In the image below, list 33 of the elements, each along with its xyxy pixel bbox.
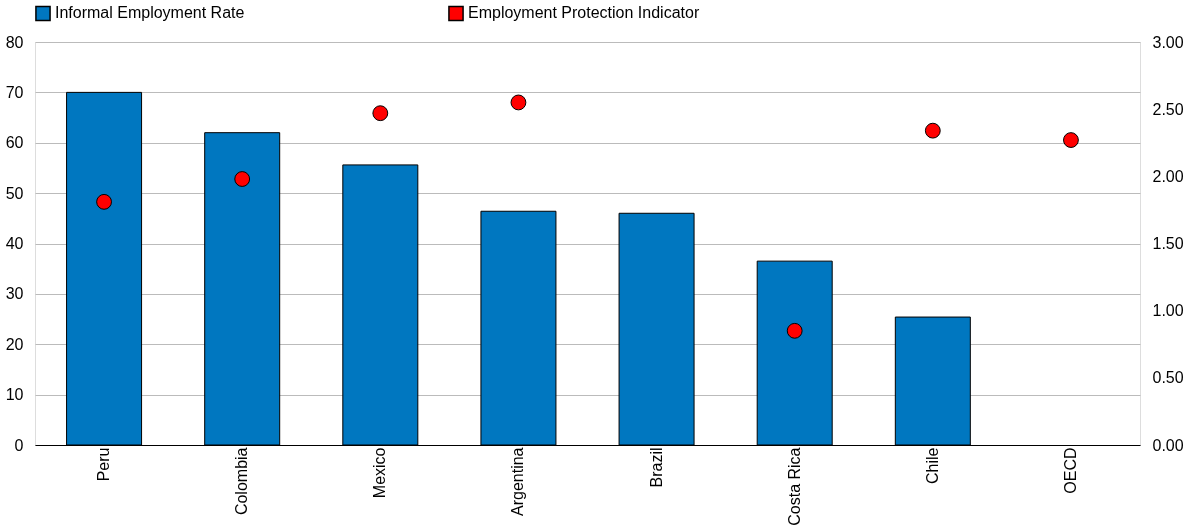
y2-tick-label: 0.50 (1152, 369, 1184, 387)
x-tick-label: Argentina (509, 447, 527, 516)
y-tick-label: 20 (5, 335, 24, 353)
y-tick-label: 70 (5, 83, 24, 101)
x-tick-label: Peru (95, 447, 113, 482)
y-tick-label: 30 (5, 285, 24, 303)
legend-label: Employment Protection Indicator (468, 4, 700, 22)
point (372, 105, 389, 122)
point (786, 322, 803, 339)
y2-tick-label: 2.00 (1152, 167, 1184, 185)
y-tick-label: 10 (5, 386, 24, 404)
y-tick-label: 60 (5, 134, 24, 152)
y2-tick-label: 1.50 (1152, 235, 1184, 252)
point (1063, 132, 1079, 148)
x-tick-label: Mexico (371, 447, 389, 499)
y2-tick-label: 0.00 (1152, 436, 1184, 454)
x-tick-label: Colombia (233, 447, 251, 516)
y2-tick-label: 2.50 (1152, 100, 1184, 118)
point (234, 171, 251, 187)
x-tick-label: Brazil (647, 447, 665, 488)
y2-tick-label: 3.00 (1152, 33, 1184, 51)
point (924, 122, 941, 139)
point (96, 193, 112, 210)
x-tick-label: Costa Rica (785, 447, 803, 526)
y-tick-label: 80 (5, 33, 24, 51)
point (510, 94, 527, 111)
y-tick-label: 0 (14, 436, 24, 454)
y2-tick-label: 1.00 (1152, 302, 1184, 320)
x-tick-label: OECD (1061, 447, 1079, 494)
y-tick-label: 40 (5, 235, 24, 252)
y-tick-label: 50 (5, 184, 24, 202)
legend-label: Informal Employment Rate (55, 4, 245, 22)
x-tick-label: Chile (923, 447, 941, 484)
